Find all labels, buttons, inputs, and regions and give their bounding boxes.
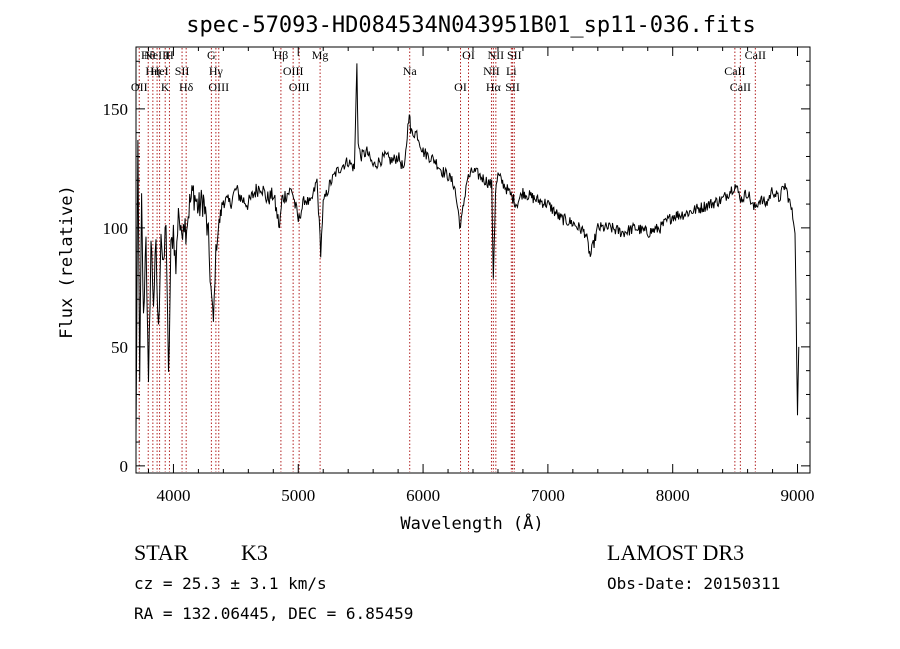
x-tick-label: 9000 [781, 486, 815, 505]
emission-line-label: OII [131, 80, 148, 94]
emission-line-label: Hα [486, 80, 502, 94]
emission-line-label: Mg [312, 48, 329, 62]
emission-line-label: SII [507, 48, 522, 62]
y-tick-label: 0 [120, 457, 129, 476]
emission-line-label: NII [488, 48, 505, 62]
emission-line-label: Li [506, 64, 517, 78]
emission-line-label: CaII [745, 48, 766, 62]
emission-line-label: OIII [208, 80, 229, 94]
emission-line-label: NII [483, 64, 500, 78]
y-axis-label: Flux (relative) [57, 185, 77, 339]
emission-line-markers [138, 48, 756, 472]
redshift-text: cz = 25.3 ± 3.1 km/s [134, 574, 327, 593]
object-subclass: K3 [241, 540, 268, 565]
emission-line-label: K [161, 80, 170, 94]
emission-line-label: OI [454, 80, 467, 94]
coordinates-text: RA = 132.06445, DEC = 6.85459 [134, 604, 413, 623]
y-tick-label: 100 [103, 219, 129, 238]
x-tick-label: 7000 [531, 486, 565, 505]
emission-line-label: OI [462, 48, 475, 62]
x-axis-ticks: 4000 5000 6000 7000 8000 9000 [147, 47, 815, 505]
emission-line-labels: HθHηOIINeIIIHeIKHSIIHδGHγOIIIHβOIIIOIIIM… [131, 48, 766, 94]
emission-line-label: NeIII [144, 48, 170, 62]
survey-name: LAMOST DR3 [607, 540, 744, 565]
emission-line-label: CaII [730, 80, 751, 94]
plot-frame [135, 46, 811, 474]
chart-title: spec-57093-HD084534N043951B01_sp11-036.f… [186, 13, 756, 38]
emission-line-label: CaII [724, 64, 745, 78]
y-tick-label: 150 [103, 100, 129, 119]
y-axis-ticks: 0 50 100 150 [103, 60, 810, 476]
emission-line-label: OIII [289, 80, 310, 94]
emission-line-label: OIII [283, 64, 304, 78]
emission-line-label: Na [403, 64, 418, 78]
emission-line-label: H [165, 48, 174, 62]
obs-date-text: Obs-Date: 20150311 [607, 574, 780, 593]
x-axis-label: Wavelength (Å) [400, 512, 543, 534]
object-class: STAR [134, 540, 189, 565]
emission-line-label: SII [505, 80, 520, 94]
emission-line-label: Hθ [141, 48, 156, 62]
x-tick-label: 8000 [656, 486, 690, 505]
y-tick-label: 50 [111, 338, 128, 357]
emission-line-label: Hδ [179, 80, 194, 94]
emission-line-label: Hβ [274, 48, 289, 62]
emission-line-label: HeI [151, 64, 169, 78]
emission-line-label: SII [175, 64, 190, 78]
spectrum-line [135, 63, 800, 437]
x-tick-label: 4000 [156, 486, 190, 505]
x-tick-label: 5000 [281, 486, 315, 505]
emission-line-label: G [207, 48, 216, 62]
x-tick-label: 6000 [406, 486, 440, 505]
spectrum-series [135, 63, 800, 437]
emission-line-label: Hγ [209, 64, 224, 78]
emission-line-label: Hη [145, 64, 160, 78]
